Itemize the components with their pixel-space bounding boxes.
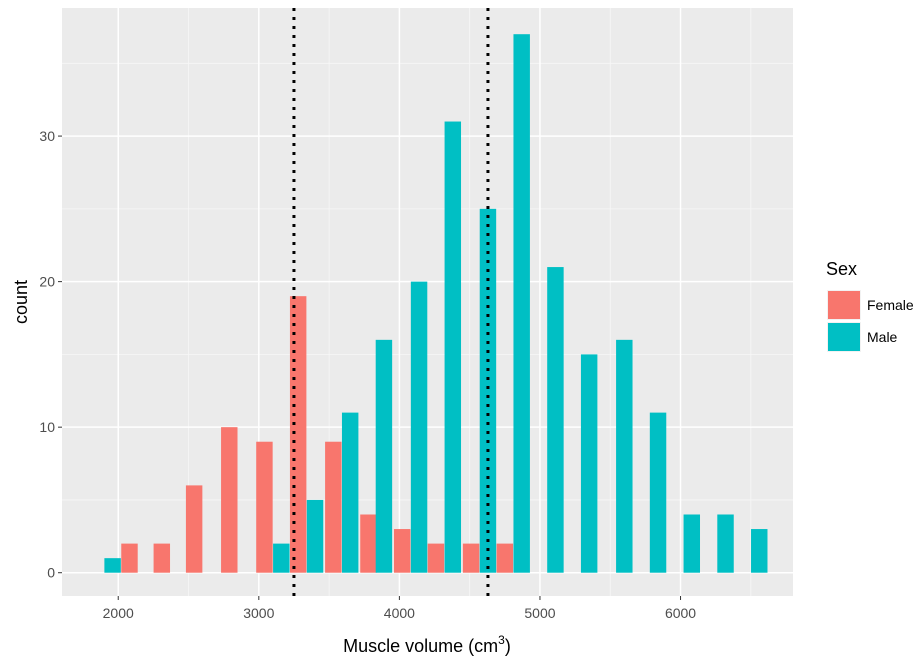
bar-male [479, 208, 497, 573]
bar-male [410, 281, 428, 573]
bar-male [683, 514, 701, 573]
bar-female [121, 543, 138, 573]
axis-ticks [58, 135, 682, 600]
bar-female [360, 514, 377, 573]
x-axis-title-main: Muscle volume (cm [343, 636, 498, 656]
legend-label-female: Female [867, 297, 914, 313]
y-tick-label: 10 [39, 419, 55, 435]
bar-female [185, 485, 203, 573]
bar-male [580, 354, 598, 573]
bars [104, 34, 768, 573]
plot-panel [62, 8, 793, 596]
minor-gridlines [62, 8, 793, 596]
bar-male [375, 339, 393, 573]
bar-female [256, 441, 273, 573]
bar-male [547, 267, 564, 573]
bar-female [289, 296, 307, 573]
legend: Sex Female Male [826, 259, 914, 352]
legend-title: Sex [826, 259, 857, 279]
y-tick-label: 30 [39, 128, 55, 144]
y-tick-labels: 0 10 20 30 [39, 128, 55, 581]
x-tick-label: 5000 [524, 605, 555, 621]
y-axis-title: count [11, 280, 31, 324]
x-tick-label: 2000 [103, 605, 134, 621]
bar-male [616, 339, 633, 573]
y-tick-label: 20 [39, 274, 55, 290]
bar-male [341, 412, 359, 573]
x-axis-title-end: ) [505, 636, 511, 656]
x-axis-title: Muscle volume (cm3) [343, 633, 511, 656]
x-tick-label: 4000 [384, 605, 415, 621]
legend-label-male: Male [867, 329, 898, 345]
bar-male [273, 543, 290, 573]
bar-female [153, 543, 171, 573]
x-tick-label: 3000 [243, 605, 274, 621]
bar-male [751, 529, 768, 573]
bar-male [444, 121, 462, 573]
bar-male [649, 412, 667, 573]
bar-male [717, 514, 734, 573]
x-axis-title-superscript: 3 [498, 633, 505, 647]
legend-swatch-female [828, 291, 860, 319]
bar-male [513, 34, 530, 573]
legend-swatch-male [828, 323, 860, 351]
bar-female [496, 543, 514, 573]
major-gridlines [62, 8, 793, 596]
bar-female [221, 427, 238, 573]
y-tick-label: 0 [47, 565, 55, 581]
bar-female [393, 529, 411, 573]
bar-female [325, 441, 342, 573]
x-tick-labels: 2000 3000 4000 5000 6000 [103, 605, 697, 621]
bar-male [104, 558, 121, 573]
bar-female [427, 543, 445, 573]
bar-female [462, 543, 480, 573]
x-tick-label: 6000 [665, 605, 696, 621]
bar-male [306, 499, 324, 573]
